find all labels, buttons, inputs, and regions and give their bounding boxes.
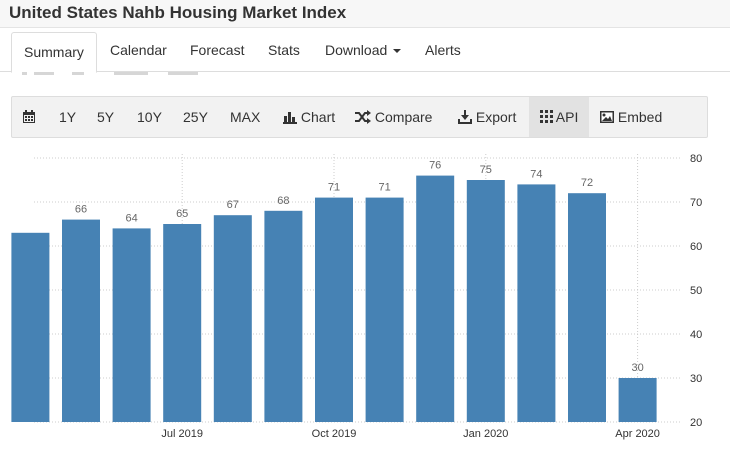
bar-data-label: 66 — [75, 204, 87, 216]
x-tick-label: Jul 2019 — [161, 428, 203, 440]
y-tick-label: 30 — [690, 373, 702, 385]
range-max-button[interactable]: MAX — [230, 109, 261, 125]
bar — [62, 219, 100, 422]
y-tick-label: 50 — [690, 285, 702, 297]
bar-chart-icon — [283, 111, 297, 124]
y-tick-label: 70 — [690, 197, 702, 209]
chart-button[interactable]: Chart — [283, 97, 335, 137]
tab-alerts[interactable]: Alerts — [425, 42, 461, 58]
tab-bar: Summary Calendar Forecast Stats Download… — [0, 28, 730, 73]
export-button[interactable]: Export — [458, 97, 516, 137]
embed-button-label: Embed — [617, 109, 663, 125]
chart-svg: 20 30 40 50 60 70 80 Jul 2019 Oct 2019 Jan 2020 Ap… — [11, 153, 702, 440]
y-tick-label: 20 — [690, 417, 702, 429]
bar — [163, 224, 202, 422]
image-icon — [600, 110, 614, 123]
bar — [416, 175, 455, 422]
bar-data-label: 65 — [176, 208, 188, 220]
bar-data-label: 74 — [530, 168, 542, 180]
bar-data-label: 71 — [378, 182, 390, 194]
x-tick-label: Oct 2019 — [312, 428, 357, 440]
bar — [112, 228, 151, 422]
calendar-icon[interactable] — [22, 97, 36, 137]
bar-data-label: 71 — [328, 182, 340, 194]
api-button[interactable]: API — [529, 97, 589, 137]
bar — [517, 184, 556, 422]
tab-forecast[interactable]: Forecast — [190, 42, 245, 58]
clipped-text-strip — [22, 72, 202, 78]
bar — [213, 215, 252, 422]
bar — [365, 197, 404, 422]
bar-data-label: 75 — [480, 164, 492, 176]
y-tick-label: 60 — [690, 241, 702, 253]
range-1y-button[interactable]: 1Y — [59, 109, 77, 125]
bar — [618, 378, 657, 422]
bar — [315, 197, 353, 422]
download-icon — [458, 109, 472, 124]
title-bar: United States Nahb Housing Market Index — [0, 0, 730, 28]
bar — [568, 193, 606, 422]
embed-button[interactable]: Embed — [600, 97, 662, 137]
shuffle-icon — [355, 109, 371, 124]
api-button-label: API — [555, 109, 579, 125]
caret-down-icon — [393, 49, 402, 54]
bar — [264, 210, 303, 422]
y-tick-label: 80 — [690, 153, 702, 165]
bar-data-label: 64 — [125, 212, 137, 224]
page-title: United States Nahb Housing Market Index — [9, 3, 347, 22]
x-tick-label: Jan 2020 — [463, 428, 508, 440]
x-tick-label: Apr 2020 — [615, 428, 660, 440]
compare-button-label: Compare — [374, 109, 433, 125]
tab-stats[interactable]: Stats — [268, 42, 300, 58]
chart-button-label: Chart — [300, 109, 336, 125]
export-button-label: Export — [475, 109, 517, 125]
bar-data-label: 30 — [631, 362, 643, 374]
range-5y-button[interactable]: 5Y — [97, 109, 115, 125]
range-10y-button[interactable]: 10Y — [137, 109, 162, 125]
bar-data-label: 76 — [429, 160, 441, 172]
tab-download-label: Download — [325, 42, 388, 58]
bar-data-label: 67 — [227, 199, 239, 211]
tab-download[interactable]: Download — [325, 36, 402, 72]
grid-icon — [539, 110, 553, 124]
bar — [11, 232, 50, 422]
bar — [466, 180, 505, 422]
y-tick-label: 40 — [690, 329, 702, 341]
bar-data-label: 68 — [277, 195, 289, 207]
tab-summary[interactable]: Summary — [11, 32, 97, 73]
chart-toolbar: 1Y 5Y 10Y 25Y MAX Chart Compare Export A… — [11, 96, 708, 138]
compare-button[interactable]: Compare — [355, 97, 432, 137]
bar-chart: 20 30 40 50 60 70 80 Jul 2019 Oct 2019 Jan 2020 Ap… — [0, 140, 730, 459]
tab-calendar[interactable]: Calendar — [110, 42, 167, 58]
range-25y-button[interactable]: 25Y — [183, 109, 208, 125]
bar-data-label: 72 — [581, 177, 593, 189]
